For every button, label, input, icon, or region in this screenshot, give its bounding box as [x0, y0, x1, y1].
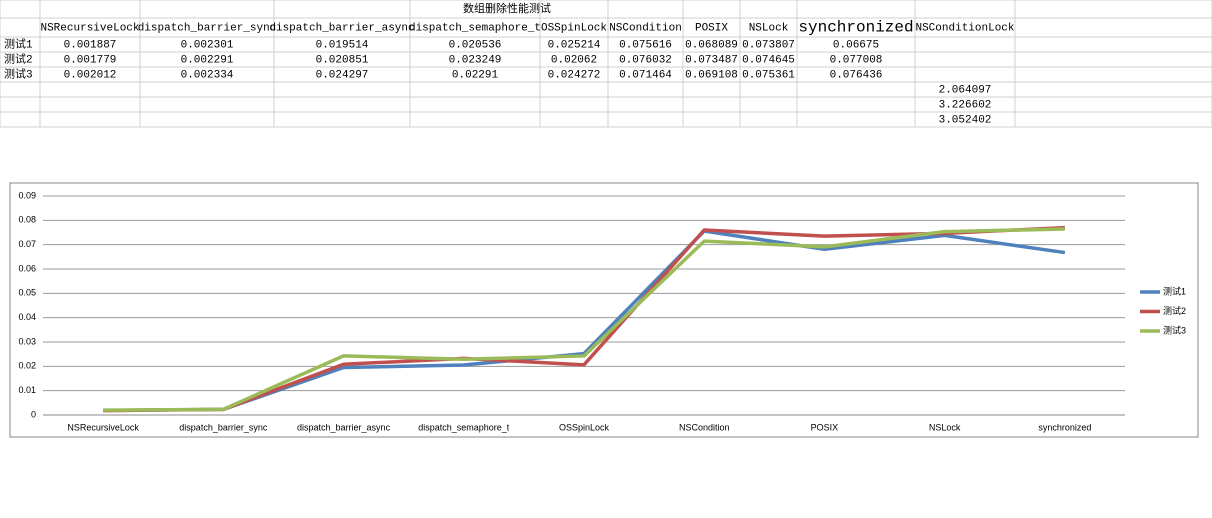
table-cell: 0.073487: [685, 54, 738, 66]
x-tick-label: NSRecursiveLock: [67, 422, 139, 432]
column-header: NSLock: [749, 22, 789, 34]
table-cell: 2.064097: [939, 84, 992, 96]
table-cell: 0.071464: [619, 69, 672, 81]
table-cell: 0.024272: [548, 69, 601, 81]
table-cell: 0.001779: [64, 54, 117, 66]
legend-label: 测试1: [1163, 285, 1186, 296]
column-header: OSSpinLock: [541, 22, 607, 34]
table-cell: 0.001887: [64, 39, 117, 51]
y-tick-label: 0: [31, 409, 36, 419]
row-label: 测试1: [4, 37, 33, 51]
x-tick-label: synchronized: [1038, 422, 1091, 432]
row-label: 测试3: [4, 67, 33, 81]
chart-frame: [9, 182, 1199, 438]
table-cell: 0.002334: [181, 69, 234, 81]
x-tick-label: NSCondition: [679, 422, 730, 432]
table-cell: 0.074645: [742, 54, 795, 66]
row-label: 测试2: [4, 52, 33, 66]
y-tick-label: 0.07: [18, 239, 36, 249]
y-tick-label: 0.03: [18, 336, 36, 346]
y-tick-label: 0.05: [18, 288, 36, 298]
column-header: NSRecursiveLock: [40, 22, 139, 34]
x-tick-label: dispatch_barrier_sync: [179, 422, 268, 432]
table-cell: 0.002301: [181, 39, 234, 51]
table-cell: 0.075616: [619, 39, 672, 51]
column-header: NSCondition: [609, 22, 682, 34]
column-header: dispatch_barrier_async: [269, 22, 414, 34]
table-cell: 0.002291: [181, 54, 234, 66]
table-cell: 0.076032: [619, 54, 672, 66]
table-cell: 3.226602: [939, 99, 992, 111]
table-cell: 0.019514: [316, 39, 369, 51]
y-tick-label: 0.02: [18, 361, 36, 371]
y-tick-label: 0.08: [18, 215, 36, 225]
x-tick-label: POSIX: [811, 422, 839, 432]
y-tick-label: 0.04: [18, 312, 36, 322]
x-tick-label: dispatch_barrier_async: [297, 422, 391, 432]
column-header: dispatch_semaphore_t: [409, 22, 541, 34]
x-tick-label: OSSpinLock: [559, 422, 610, 432]
x-tick-label: NSLock: [929, 422, 961, 432]
table-cell: 0.025214: [548, 39, 601, 51]
table-cell: 0.020851: [316, 54, 369, 66]
column-header: dispatch_barrier_sync: [138, 22, 277, 34]
table-cell: 0.02291: [452, 69, 499, 81]
table-cell: 0.073807: [742, 39, 795, 51]
table-cell: 0.002012: [64, 69, 117, 81]
y-tick-label: 0.01: [18, 385, 36, 395]
table-cell: 3.052402: [939, 114, 992, 126]
data-line: [103, 227, 1065, 412]
column-header: synchronized: [798, 19, 913, 37]
y-tick-label: 0.09: [18, 190, 36, 200]
x-tick-label: dispatch_semaphore_t: [418, 422, 510, 432]
table-cell: 0.02062: [551, 54, 597, 66]
table-cell: 0.020536: [449, 39, 502, 51]
legend-label: 测试2: [1163, 305, 1186, 316]
table-cell: 0.069108: [685, 69, 738, 81]
table-cell: 0.023249: [449, 54, 502, 66]
table-cell: 0.024297: [316, 69, 369, 81]
table-cell: 0.077008: [830, 54, 883, 66]
y-tick-label: 0.06: [18, 263, 36, 273]
table-cell: 0.06675: [833, 39, 879, 51]
table-title: 数组删除性能测试: [463, 1, 551, 16]
column-header: POSIX: [695, 22, 728, 34]
legend-label: 测试3: [1163, 324, 1186, 335]
table-cell: 0.076436: [830, 69, 883, 81]
column-header: NSConditionLock: [915, 22, 1014, 34]
table-cell: 0.068089: [685, 39, 738, 51]
data-line: [103, 225, 1065, 413]
table-cell: 0.075361: [742, 69, 795, 81]
